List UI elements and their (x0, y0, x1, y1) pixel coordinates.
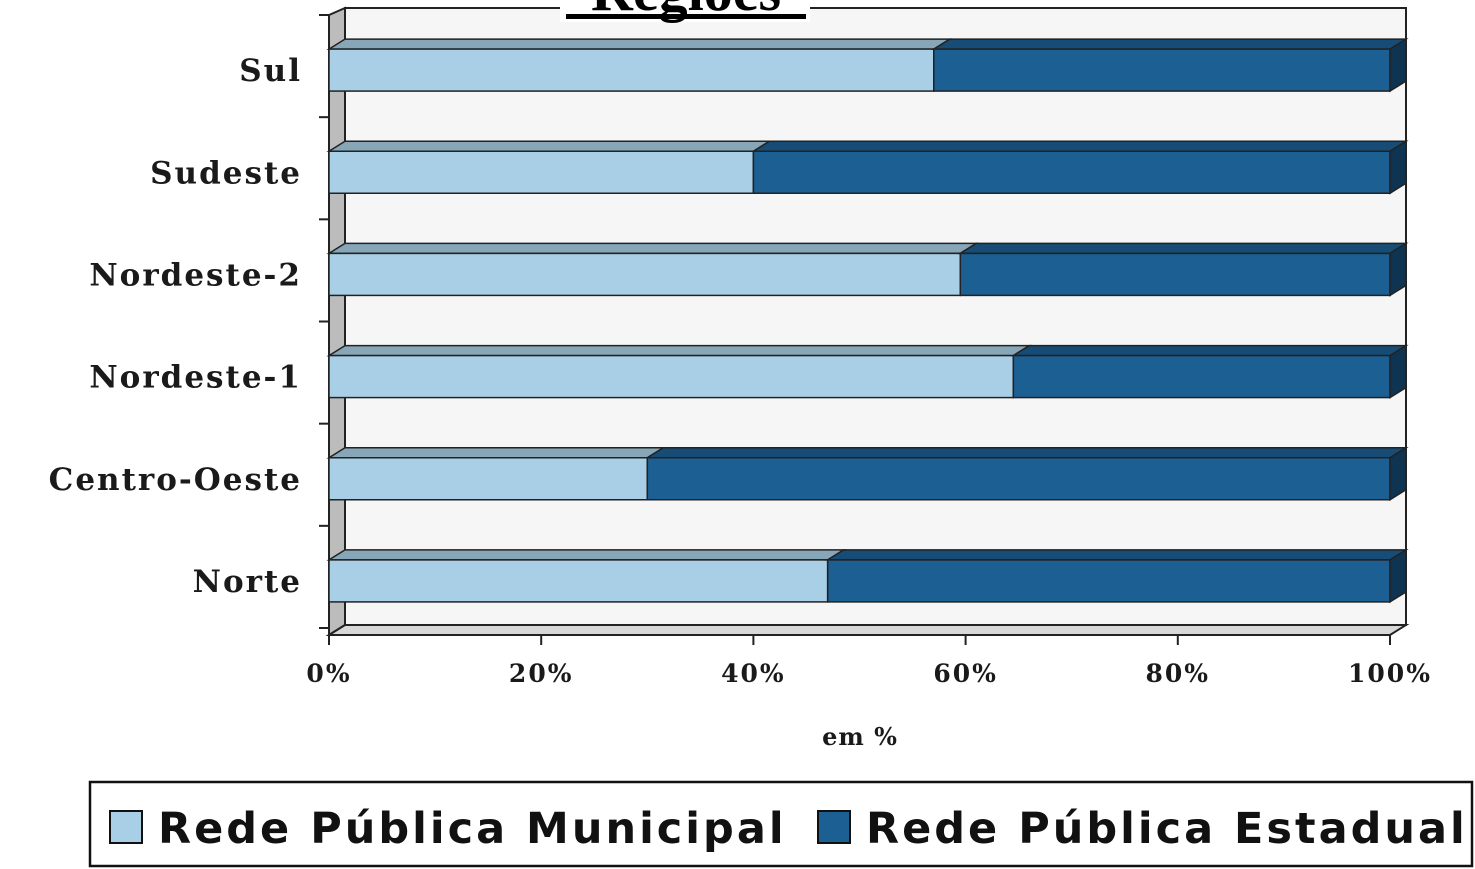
bar-top-face (957, 242, 1409, 255)
bar-side-face (1389, 139, 1407, 195)
bar-segment (826, 559, 1391, 603)
floor (325, 624, 1410, 636)
chart-walls (325, 6, 1410, 637)
bar-top-face (326, 242, 979, 255)
bar-segment (328, 559, 829, 603)
legend-swatch (109, 810, 143, 844)
legend-swatch (817, 810, 851, 844)
x-axis-title: em % (822, 722, 898, 751)
bar-segment (328, 150, 755, 194)
legend-box (88, 780, 1474, 868)
chart-title-group: Regiões (560, 0, 810, 23)
bar-top-face (326, 447, 666, 459)
bar-top-face (1010, 344, 1409, 357)
bar-segment (328, 354, 1015, 399)
bar-segment (959, 252, 1391, 297)
chart-bars (326, 37, 1409, 604)
chart-title: Regiões (591, 0, 781, 23)
bar-segment (1012, 354, 1391, 399)
x-tick-label: 0% (306, 659, 351, 688)
category-label: Sudeste (150, 155, 302, 191)
chart-labels: Norte Centro-Oeste Nordeste-1 Nordeste-2 Sud… (49, 53, 1432, 751)
category-label: Norte (193, 564, 302, 600)
legend-label: Rede Pública Municipal (158, 804, 787, 854)
title-underline (566, 14, 806, 19)
x-tick-label: 100% (1348, 659, 1432, 688)
bar-top-face (750, 140, 1409, 152)
x-tick-label: 60% (933, 659, 998, 688)
x-tick-label: 40% (721, 659, 786, 688)
bar-top-face (326, 140, 773, 152)
bar-segment (646, 457, 1391, 501)
bar-side-face (1389, 446, 1407, 502)
bar-side-face (1389, 548, 1407, 604)
bar-segment (752, 150, 1391, 194)
bar-segment (933, 48, 1391, 92)
bar-side-face (1389, 37, 1407, 93)
category-label: Nordeste-2 (89, 257, 302, 293)
legend-label: Rede Pública Estadual (866, 804, 1468, 854)
bar-side-face (1389, 242, 1407, 297)
bar-top-face (326, 549, 847, 561)
x-tick-label: 20% (509, 659, 574, 688)
bar-top-face (644, 447, 1409, 459)
bar-top-face (326, 344, 1032, 357)
bar-top-face (825, 549, 1409, 561)
bar-segment (328, 457, 649, 501)
bar-segment (328, 252, 962, 297)
category-label: Centro-Oeste (49, 462, 302, 498)
bar-segment (328, 48, 935, 92)
x-tick-label: 80% (1146, 659, 1211, 688)
legend: Rede Pública Municipal Rede Pública Estad… (88, 780, 1474, 868)
left-wall (328, 6, 346, 637)
chart-axes (319, 14, 1391, 645)
bar-side-face (1389, 344, 1407, 399)
back-wall (344, 7, 1407, 626)
category-label: Nordeste-1 (89, 360, 302, 396)
category-label: Sul (239, 53, 302, 89)
bar-top-face (326, 38, 953, 50)
bar-top-face (931, 38, 1409, 50)
